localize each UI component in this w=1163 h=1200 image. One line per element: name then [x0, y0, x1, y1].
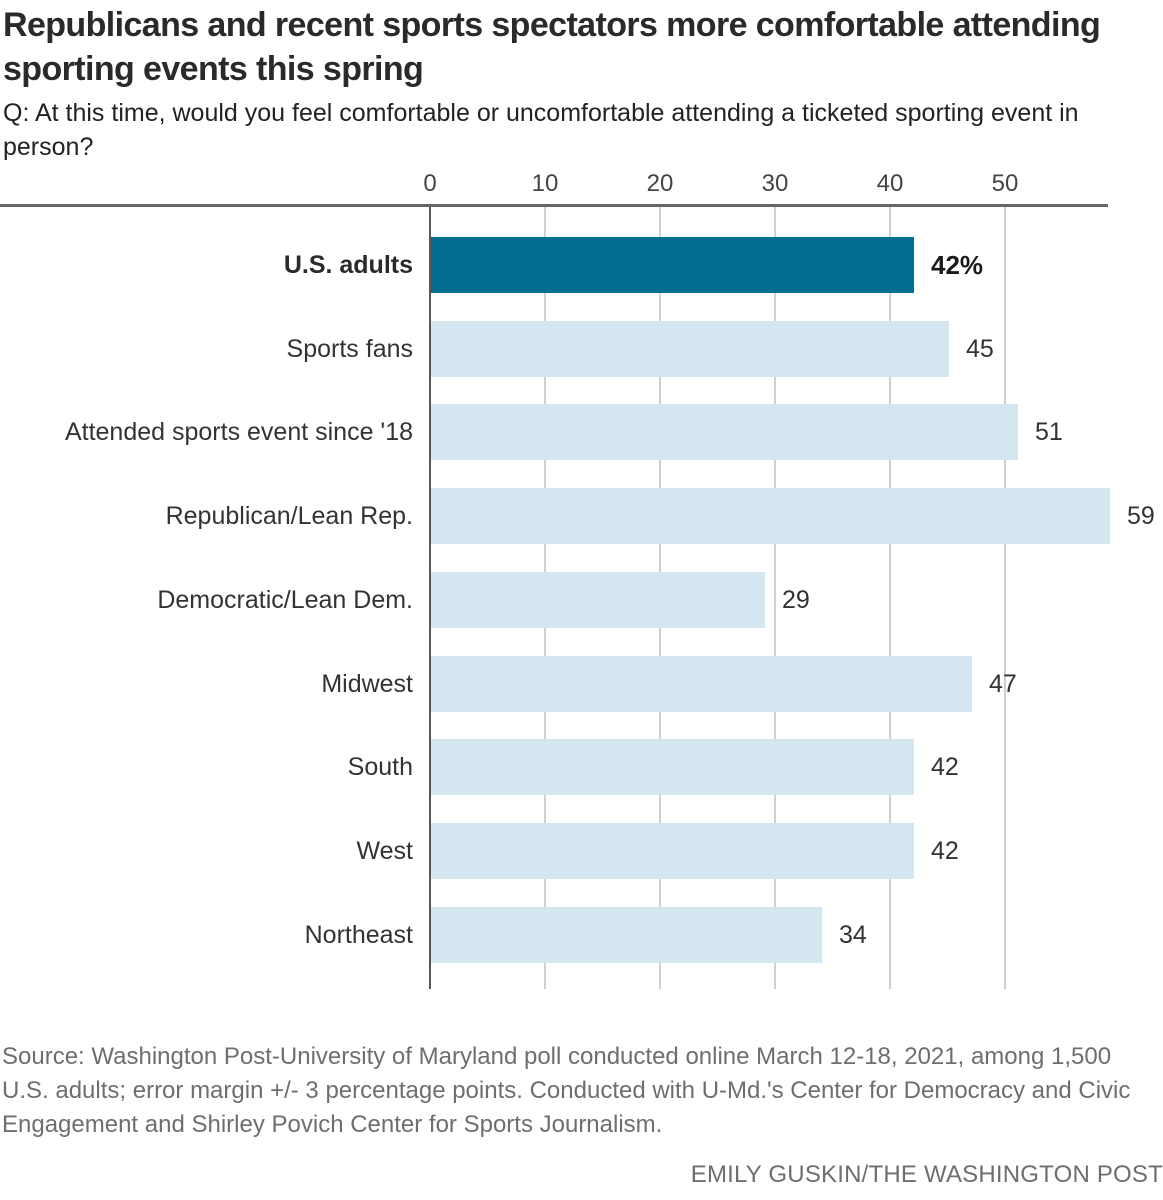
x-axis-tick-label: 50	[991, 170, 1019, 197]
x-axis-tick-label: 0	[423, 170, 437, 197]
value-label: 34	[839, 921, 867, 949]
x-axis-tick-label: 20	[646, 170, 674, 197]
x-axis-tick-label: 40	[876, 170, 904, 197]
bar	[431, 907, 822, 963]
y-axis-line	[429, 207, 431, 989]
x-axis-tick-label: 10	[531, 170, 559, 197]
category-label: West	[356, 837, 414, 865]
category-label: Sports fans	[286, 335, 413, 363]
source-note: Source: Washington Post-University of Ma…	[2, 1043, 1131, 1139]
bar	[431, 488, 1110, 544]
value-label: 45	[966, 335, 994, 363]
chart-title: Republicans and recent sports spectators…	[3, 6, 1101, 88]
bar	[431, 404, 1018, 460]
bar	[431, 321, 949, 377]
gridline	[1004, 207, 1006, 989]
value-label: 51	[1035, 418, 1063, 446]
credit: EMILY GUSKIN/THE WASHINGTON POST	[690, 1161, 1163, 1188]
category-label: Democratic/Lean Dem.	[157, 586, 413, 614]
value-label: 47	[989, 670, 1017, 698]
chart-subtitle: Q: At this time, would you feel comforta…	[3, 99, 1079, 161]
value-label: 59	[1127, 502, 1155, 530]
bar	[431, 739, 914, 795]
value-label: 42	[931, 753, 959, 781]
value-label: 29	[782, 586, 810, 614]
bar	[431, 823, 914, 879]
value-label: 42	[931, 837, 959, 865]
bar	[431, 572, 765, 628]
category-label: South	[347, 753, 413, 781]
gridline	[774, 207, 776, 989]
x-axis-tick-label: 30	[761, 170, 789, 197]
bar	[431, 237, 914, 293]
value-label: 42%	[931, 250, 984, 280]
category-label: U.S. adults	[283, 251, 413, 279]
category-label: Attended sports event since '18	[64, 418, 413, 446]
category-label: Midwest	[321, 670, 413, 698]
bar	[431, 656, 972, 712]
x-axis-rule	[0, 204, 1108, 207]
gridline	[889, 207, 891, 989]
category-label: Republican/Lean Rep.	[165, 502, 413, 530]
category-label: Northeast	[304, 921, 413, 949]
